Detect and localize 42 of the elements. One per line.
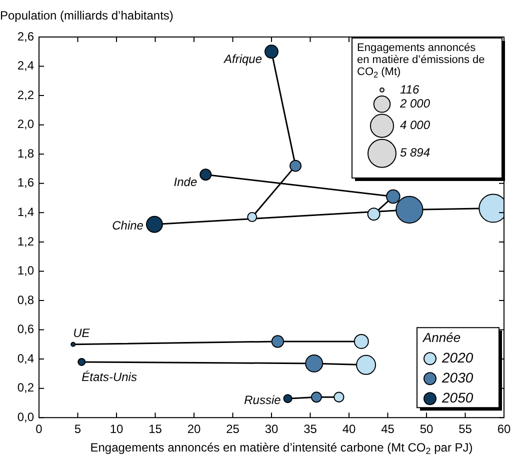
- y-tick-label: 1,6: [17, 176, 34, 190]
- y-tick-label: 1,2: [17, 234, 34, 248]
- y-tick-label: 0,2: [17, 380, 34, 395]
- series-label: Afrique: [222, 52, 262, 66]
- legend-label: 2030: [441, 369, 474, 386]
- legend-label: 2020: [441, 349, 474, 366]
- series-label: Russie: [244, 392, 282, 407]
- x-tick-label: 20: [187, 422, 201, 436]
- series-label: États-Unis: [82, 370, 137, 384]
- y-tick-label: 1,0: [17, 264, 34, 278]
- y-tick-label: 0,6: [17, 322, 34, 336]
- series-label: Chine: [112, 218, 144, 233]
- x-tick-label: 25: [226, 422, 240, 436]
- x-tick-label: 15: [148, 422, 162, 436]
- y-tick-label: 2,6: [17, 29, 34, 44]
- x-tick-label: 10: [110, 422, 124, 436]
- series-label: Inde: [174, 174, 198, 189]
- x-tick-label: 50: [420, 422, 434, 436]
- x-tick-label: 30: [264, 422, 278, 436]
- legend-title: Année: [422, 330, 461, 346]
- x-tick-label: 40: [342, 422, 356, 436]
- legend-label: 2 000: [399, 96, 430, 110]
- x-tick-label: 0: [36, 422, 43, 436]
- legend-label: 2050: [441, 389, 474, 406]
- y-tick-label: 0,4: [17, 351, 34, 366]
- y-tick-label: 2,0: [17, 117, 34, 132]
- y-tick-label: 2,4: [17, 58, 34, 73]
- x-tick-label: 5: [74, 422, 82, 436]
- y-tick-label: 0,8: [17, 292, 34, 307]
- legend-label: 4 000: [400, 118, 430, 132]
- y-tick-label: 1,4: [17, 204, 34, 219]
- series-label: UE: [73, 326, 91, 340]
- y-tick-label: 2,2: [17, 88, 34, 102]
- y-tick-label: 0,0: [17, 410, 34, 424]
- y-axis-title: Population (milliards d’habitants): [0, 8, 174, 22]
- y-tick-label: 1,8: [17, 146, 34, 160]
- legend-label: 5 894: [400, 146, 430, 160]
- legend-label: 116: [400, 82, 420, 96]
- x-tick-label: 60: [497, 422, 511, 436]
- x-tick-label: 55: [458, 422, 472, 436]
- x-tick-label: 35: [304, 422, 318, 436]
- x-tick-label: 45: [381, 422, 395, 436]
